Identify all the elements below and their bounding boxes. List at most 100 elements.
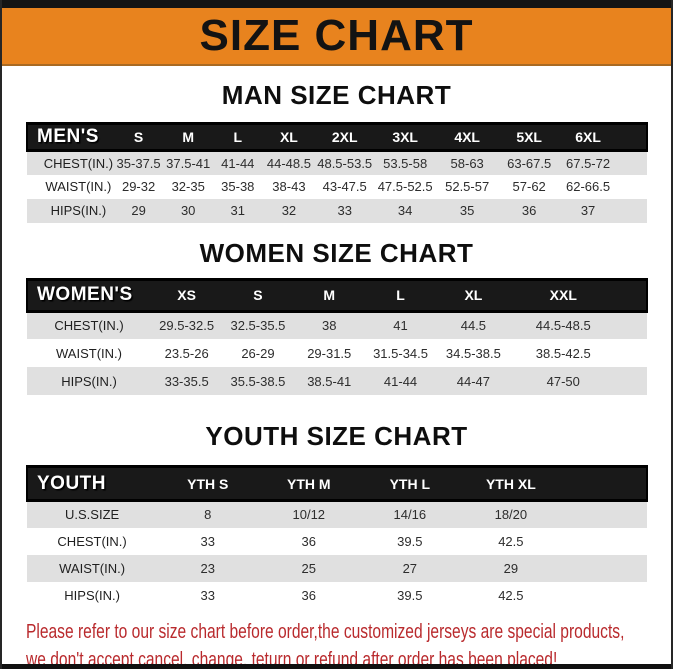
notice-line-1: Please refer to our size chart before or… [26, 619, 625, 643]
measurement-label: HIPS(IN.) [27, 198, 114, 223]
measurement-value: 48.5-53.5 [315, 150, 375, 175]
measurement-label: CHEST(IN.) [27, 311, 151, 339]
youth-size-table-wrap: YOUTH YTH S YTH M YTH L YTH XL U.S.SIZE 8 10/12… [25, 465, 648, 609]
size-column-header: M [293, 277, 365, 313]
measurement-value: 47.5-52.5 [377, 179, 433, 194]
size-column-header: 4XL [436, 122, 499, 152]
measurement-value: 42.5 [498, 533, 524, 549]
spacer-cell [615, 122, 649, 152]
measurement-value: 34.5-38.5 [445, 345, 501, 361]
measurement-value: 31 [212, 198, 263, 223]
measurement-value: 29.5-32.5 [151, 311, 223, 339]
table-row: U.S.SIZE 8 10/12 14/16 18/20 [27, 500, 647, 528]
women-size-section: WOMEN SIZE CHART WOMEN'S XS S M L XL XXL CHEST(… [2, 237, 671, 395]
top-border [2, 0, 671, 8]
man-size-table: MEN'S S M L XL 2XL 3XL 4XL 5XL 6XL CHEST(IN.) 35-37… [26, 122, 649, 223]
bottom-border [2, 664, 671, 669]
spacer-cell [561, 500, 647, 528]
measurement-value: 29-31.5 [307, 345, 352, 361]
measurement-value: 53.5-58 [374, 150, 437, 175]
spacer-cell [561, 465, 648, 502]
measurement-value: 44-47 [436, 367, 511, 395]
measurement-label: CHEST(IN.) [57, 533, 127, 549]
measurement-value: 34 [374, 198, 437, 223]
table-row: HIPS(IN.) 33 36 39.5 42.5 [27, 582, 647, 609]
measurement-value: 44-48.5 [262, 150, 316, 175]
measurement-label: WAIST(IN.) [27, 554, 158, 582]
size-column-header: XL [436, 277, 511, 313]
measurement-value: 41-44 [364, 367, 437, 395]
measurement-value: 62-66.5 [566, 179, 611, 194]
youth-size-table: YOUTH YTH S YTH M YTH L YTH XL U.S.SIZE 8 10/12… [25, 465, 648, 609]
measurement-value: 32.5-35.5 [222, 311, 294, 339]
measurement-label: HIPS(IN.) [64, 587, 120, 603]
table-title-cell: YOUTH [25, 465, 158, 502]
women-size-table-wrap: WOMEN'S XS S M L XL XXL CHEST(IN.) 29.5-32.5 32.5… [26, 277, 649, 395]
table-row: HIPS(IN.) 33-35.5 35.5-38.5 38.5-41 41-44 44-… [27, 367, 647, 395]
table-title-cell: MEN'S [26, 122, 114, 152]
measurement-value: 29 [113, 198, 164, 223]
measurement-value: 18/20 [460, 500, 562, 528]
measurement-value: 39.5 [397, 533, 423, 549]
spacer-cell [561, 528, 647, 555]
table-row: CHEST(IN.) 29.5-32.5 32.5-35.5 38 41 44.5 44.5… [27, 311, 647, 339]
measurement-label: CHEST(IN.) [27, 150, 114, 175]
size-column-header: XL [262, 122, 316, 152]
order-notice: Please refer to our size chart before or… [26, 618, 671, 669]
measurement-value: 47-50 [510, 367, 616, 395]
table-header-row: YOUTH YTH S YTH M YTH L YTH XL [25, 465, 648, 502]
size-column-header: M [163, 122, 213, 152]
measurement-value: 57-62 [512, 179, 546, 194]
measurement-value: 31.5-34.5 [373, 345, 428, 361]
measurement-value: 35 [436, 198, 499, 223]
measurement-value: 26-29 [241, 345, 275, 361]
measurement-value: 37 [560, 198, 616, 223]
spacer-cell [615, 198, 647, 223]
measurement-label: HIPS(IN.) [27, 367, 151, 395]
man-size-chart-heading: MAN SIZE CHART [221, 80, 452, 110]
measurement-value: 29 [460, 554, 562, 582]
measurement-value: 42.5 [498, 587, 524, 603]
measurement-value: 23 [157, 554, 259, 582]
measurement-value: 33-35.5 [151, 367, 223, 395]
measurement-value: 8 [157, 500, 259, 528]
measurement-label: WAIST(IN.) [56, 345, 122, 361]
measurement-value: 29-32 [121, 179, 156, 194]
measurement-value: 67.5-72 [560, 150, 616, 175]
measurement-value: 33 [200, 533, 215, 549]
measurement-value: 33 [200, 587, 215, 603]
size-column-header: 5XL [498, 122, 561, 152]
measurement-value: 38.5-42.5 [535, 345, 591, 361]
measurement-value: 35.5-38.5 [222, 367, 294, 395]
size-column-header: YTH XL [460, 465, 562, 502]
measurement-value: 58-63 [436, 150, 499, 175]
measurement-value: 27 [359, 554, 461, 582]
size-column-header: 3XL [374, 122, 437, 152]
youth-size-section: YOUTH SIZE CHART YOUTH YTH S YTH M YTH L YTH… [2, 421, 671, 609]
measurement-value: 38.5-41 [293, 367, 365, 395]
size-column-header: XXL [510, 277, 616, 313]
measurement-value: 32-35 [171, 179, 205, 194]
size-chart-banner: SIZE CHART [2, 8, 671, 66]
measurement-value: 38-43 [272, 179, 306, 194]
measurement-value: 63-67.5 [498, 150, 561, 175]
measurement-value: 35-38 [221, 179, 255, 194]
measurement-label: WAIST(IN.) [45, 179, 112, 194]
measurement-value: 41 [364, 311, 437, 339]
size-column-header: YTH S [157, 465, 259, 502]
man-size-table-wrap: MEN'S S M L XL 2XL 3XL 4XL 5XL 6XL CHEST(IN.) 35-37… [26, 122, 649, 223]
measurement-value: 44.5-48.5 [510, 311, 616, 339]
spacer-cell [615, 311, 647, 339]
spacer-cell [616, 175, 647, 199]
women-size-chart-heading: WOMEN SIZE CHART [199, 237, 474, 268]
table-row: WAIST(IN.) 23.5-26 26-29 29-31.5 31.5-34.5 34… [27, 339, 647, 367]
measurement-label: U.S.SIZE [27, 500, 158, 528]
size-column-header: L [364, 277, 437, 313]
size-column-header: L [212, 122, 263, 152]
measurement-value: 44.5 [436, 311, 511, 339]
size-column-header: 6XL [560, 122, 616, 152]
measurement-value: 37.5-41 [163, 150, 213, 175]
table-row: CHEST(IN.) 35-37.5 37.5-41 41-44 44-48.5 48.5… [27, 150, 647, 175]
measurement-value: 36 [301, 587, 316, 603]
